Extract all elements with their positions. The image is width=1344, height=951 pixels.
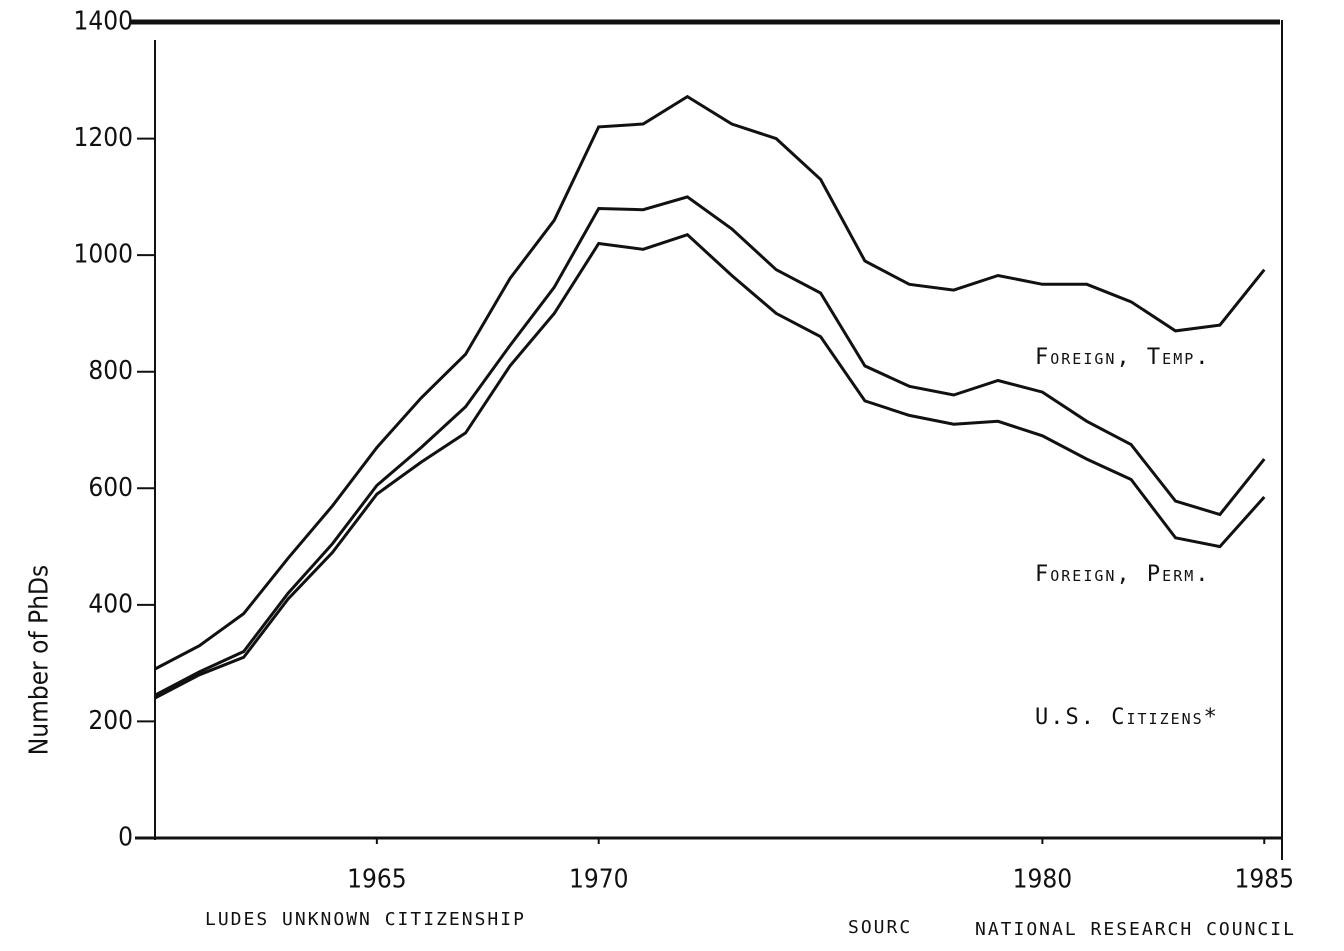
- x-tick-label: 1965: [347, 865, 407, 895]
- y-tick-label: 600: [88, 473, 133, 503]
- x-tick-label: 1985: [1234, 865, 1294, 895]
- series-line: [154, 94, 1266, 671]
- y-tick-label: 0: [118, 823, 133, 853]
- footer-text: SOURC: [848, 917, 912, 938]
- series-label: Foreign, Temp.: [1035, 345, 1211, 370]
- series-label: Foreign, Perm.: [1035, 562, 1211, 587]
- x-tick-label: 1970: [569, 865, 629, 895]
- series-line: [154, 232, 1266, 700]
- y-tick-label: 400: [88, 589, 133, 619]
- series-line: [154, 195, 1266, 697]
- footer-text: NATIONAL RESEARCH COUNCIL: [975, 919, 1296, 940]
- series-label: U.S. Citizens*: [1035, 705, 1219, 730]
- y-tick-label: 800: [88, 356, 133, 386]
- x-tick-label: 1980: [1013, 865, 1073, 895]
- y-tick-label: 200: [88, 706, 133, 736]
- y-axis-label: Number of PhDs: [25, 565, 55, 756]
- y-tick-label: 1000: [73, 240, 133, 270]
- y-tick-label: 1400: [73, 7, 133, 37]
- y-tick-label: 1200: [73, 123, 133, 153]
- footer-text: LUDES UNKNOWN CITIZENSHIP: [205, 909, 526, 930]
